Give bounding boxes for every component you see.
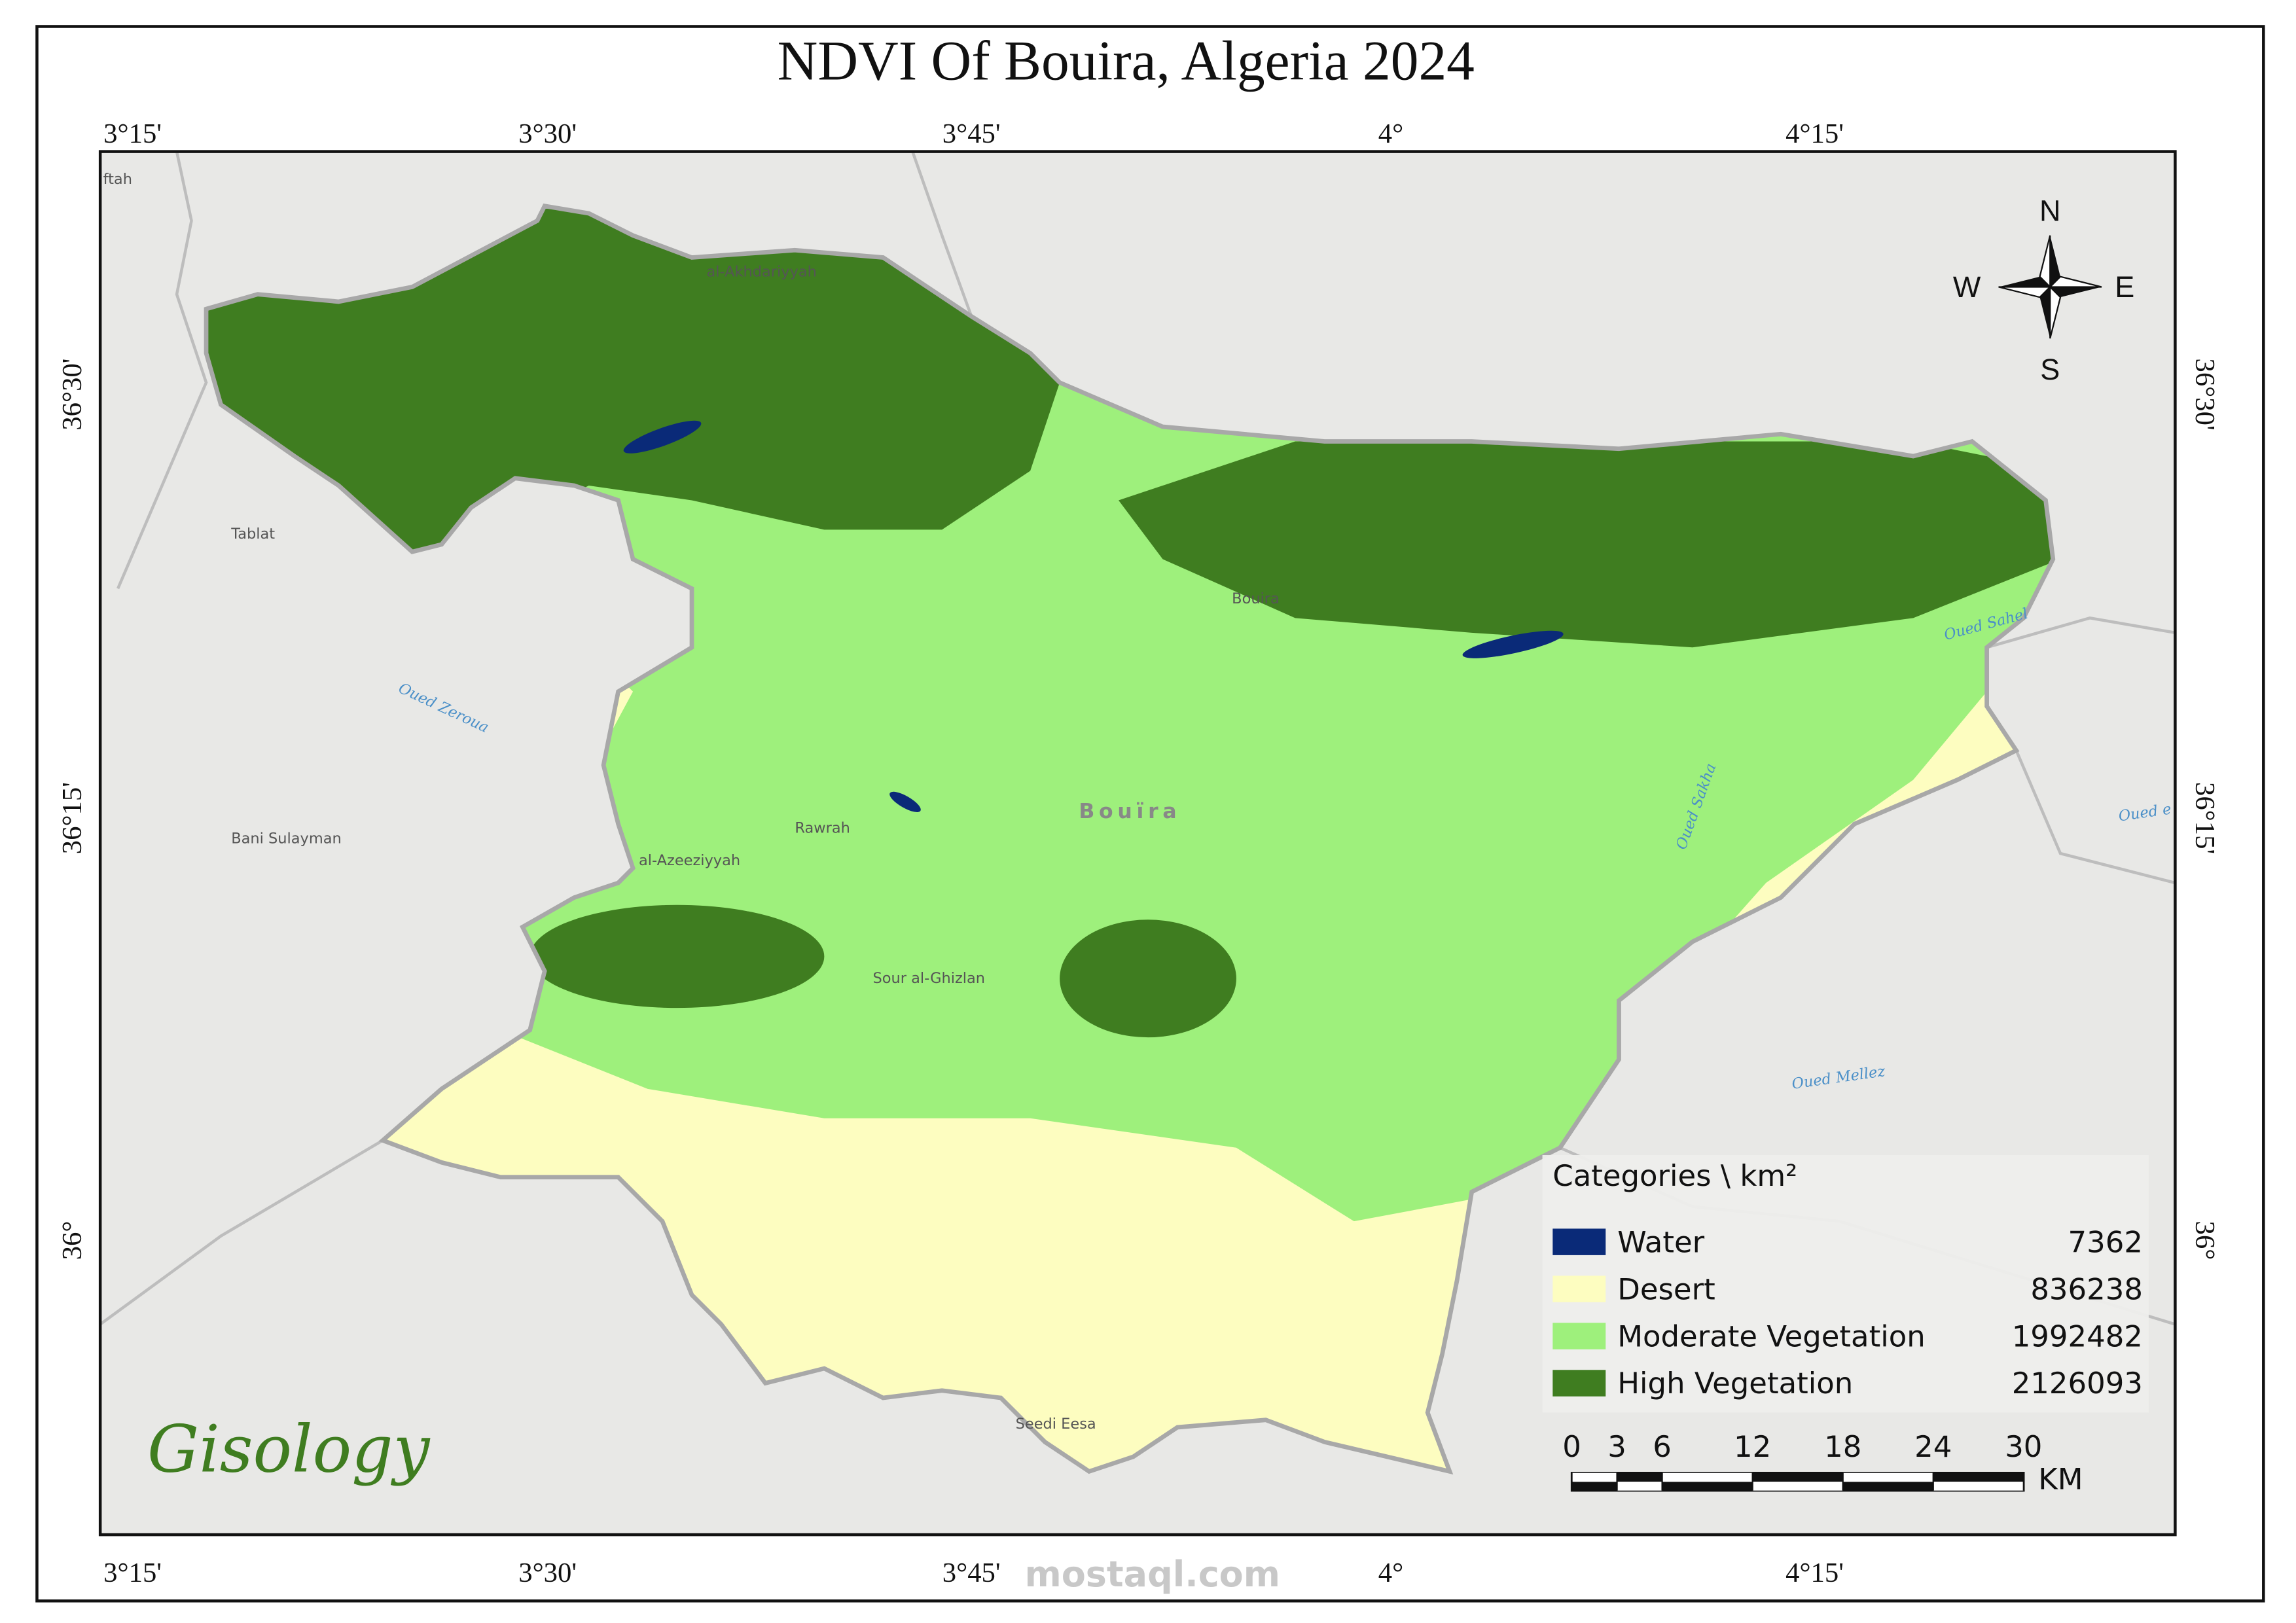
map-body: ftah al-Akhdariyyah Tablat Bouira Rawrah…: [100, 151, 2176, 1535]
scale-tick-label: 12: [1734, 1429, 1771, 1464]
boundary: [117, 151, 208, 590]
longitude-label: 3°45': [942, 118, 1001, 149]
latitude-label: 36°15': [57, 782, 88, 854]
high-vegetation-patch: [529, 904, 825, 1008]
scale-tick-label: 6: [1653, 1429, 1672, 1464]
scale-segment: [1842, 1472, 1933, 1482]
latitude-label: 36°: [2189, 1221, 2220, 1260]
place-label: al-Akhdariyyah: [706, 264, 816, 281]
scale-segment: [1571, 1482, 1617, 1491]
scale-bar: KM 0 3 6 12 18 24 30: [1562, 1429, 2083, 1496]
logo: Gisology: [147, 1412, 430, 1487]
legend-title: Categories \ km²: [1552, 1158, 1797, 1193]
legend-box: [1542, 1155, 2149, 1413]
water-body: [1462, 630, 1564, 658]
region-label: Bouïra: [1079, 800, 1181, 823]
scale-segment: [1752, 1472, 1843, 1482]
place-label: Bouira: [1232, 590, 1280, 607]
map-title: NDVI Of Bouira, Algeria 2024: [778, 30, 1475, 92]
legend-label: Water: [1617, 1224, 1704, 1259]
water-body: [623, 420, 702, 454]
scale-segment: [1752, 1482, 1843, 1491]
legend-swatch: [1552, 1323, 1606, 1349]
latitude-label: 36°30': [2189, 358, 2220, 430]
boundary: [2015, 749, 2176, 885]
compass-label: E: [2115, 270, 2134, 304]
legend-swatch: [1552, 1275, 1606, 1302]
place-label: Tablat: [230, 526, 275, 543]
latitude-label: 36°15': [2189, 782, 2220, 854]
compass-label: W: [1953, 270, 1981, 304]
scale-tick-label: 3: [1607, 1429, 1626, 1464]
legend-swatch: [1552, 1228, 1606, 1255]
boundary: [1986, 616, 2176, 649]
compass-label: N: [2039, 194, 2060, 227]
longitude-label: 3°15': [103, 1558, 162, 1588]
scale-tick-label: 0: [1562, 1429, 1581, 1464]
high-vegetation-area: [1119, 441, 2053, 648]
latitude-label: 36°30': [57, 358, 88, 430]
scale-tick-label: 18: [1824, 1429, 1861, 1464]
scale-unit: KM: [2038, 1461, 2083, 1496]
scale-segment: [1933, 1482, 2024, 1491]
watermark: mostaql.com: [1025, 1554, 1280, 1595]
scale-segment: [1662, 1482, 1753, 1491]
place-label: Bani Sulayman: [231, 830, 342, 847]
legend-swatch: [1552, 1370, 1606, 1397]
outer-frame: [35, 25, 2265, 1603]
longitude-label: 3°45': [942, 1558, 1001, 1588]
compass-point: [2039, 287, 2051, 339]
longitude-label: 4°15': [1785, 118, 1844, 149]
scale-tick-label: 30: [2005, 1429, 2042, 1464]
legend-value: 2126093: [2012, 1366, 2143, 1400]
scale-segment: [1617, 1482, 1662, 1491]
compass-label: S: [2040, 353, 2060, 386]
graticule-labels: 3°15' 3°30' 3°45' 4° 4°15' 3°15' 3°30' 3…: [57, 118, 2220, 1588]
longitude-label: 4°15': [1785, 1558, 1844, 1588]
compass-point: [1998, 286, 2052, 298]
compass-point: [1998, 276, 2051, 287]
water-body: [889, 791, 921, 812]
place-label: Sour al-Ghizlan: [873, 970, 986, 987]
legend: Categories \ km² Water 7362 Desert 836238 Mo…: [1542, 1155, 2149, 1413]
legend-label: Desert: [1617, 1272, 1715, 1306]
scale-segment: [1617, 1472, 1662, 1482]
legend-value: 1992482: [2012, 1319, 2143, 1353]
compass-point: [2050, 235, 2061, 287]
longitude-label: 4°: [1378, 118, 1403, 149]
longitude-label: 3°15': [103, 118, 162, 149]
boundary: [100, 1139, 384, 1326]
place-label: ftah: [103, 171, 132, 188]
legend-value: 836238: [2030, 1272, 2143, 1306]
longitude-label: 3°30': [518, 118, 577, 149]
province-outline: [204, 204, 2056, 1475]
place-label: Rawrah: [795, 820, 850, 837]
high-vegetation-patch: [1060, 919, 1236, 1038]
compass-point: [2050, 287, 2102, 298]
scale-segment: [1662, 1472, 1753, 1482]
longitude-label: 3°30': [518, 1558, 577, 1588]
legend-label: Moderate Vegetation: [1617, 1319, 1925, 1353]
scale-tick-label: 24: [1914, 1429, 1952, 1464]
north-arrow: N S E W: [1953, 194, 2134, 386]
scale-segment: [1571, 1472, 1617, 1482]
scale-segment: [1933, 1472, 2024, 1482]
map-frame: [98, 150, 2177, 1537]
longitude-label: 4°: [1378, 1558, 1403, 1588]
place-label: Seedi Eesa: [1016, 1416, 1096, 1433]
legend-value: 7362: [2068, 1224, 2143, 1259]
place-label: al-Azeeziyyah: [639, 852, 740, 869]
legend-label: High Vegetation: [1617, 1366, 1853, 1400]
compass-point: [2048, 276, 2102, 288]
scale-segment: [1842, 1482, 1933, 1491]
latitude-label: 36°: [57, 1221, 88, 1260]
boundary: [911, 151, 973, 317]
